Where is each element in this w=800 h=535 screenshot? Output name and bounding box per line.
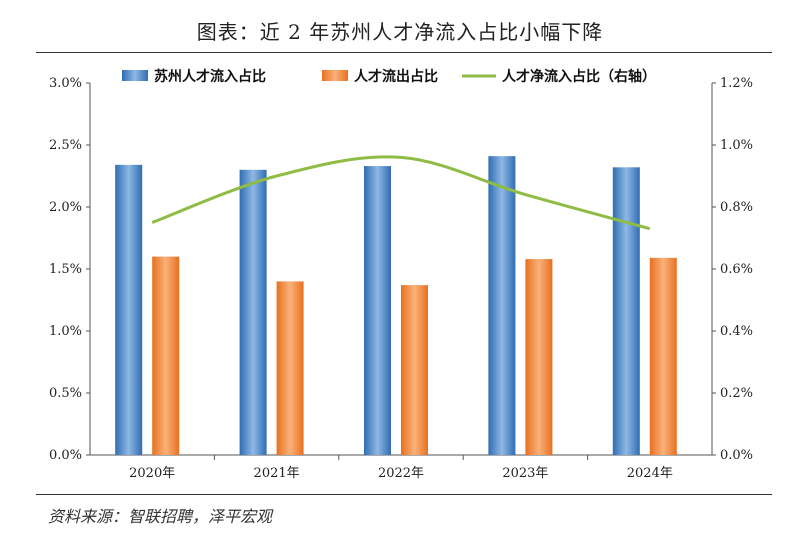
chart-title: 图表：近 2 年苏州人才净流入占比小幅下降: [196, 20, 604, 44]
x-tick-label: 2023年: [502, 466, 548, 481]
right-tick-label: 0.6%: [720, 262, 753, 277]
left-tick-label: 1.0%: [49, 324, 82, 339]
legend-net-label: 人才净流入占比（右轴）: [502, 68, 656, 85]
right-tick-label: 1.0%: [720, 138, 753, 153]
left-tick-label: 0.0%: [49, 448, 82, 463]
legend: 苏州人才流入占比 人才流出占比 人才净流入占比（右轴）: [122, 68, 656, 85]
left-tick-label: 1.5%: [49, 262, 82, 277]
source-divider: [36, 494, 772, 495]
inflow-bar: [364, 166, 391, 455]
right-tick-label: 0.0%: [720, 448, 753, 463]
right-tick-label: 1.2%: [720, 76, 753, 91]
outflow-bar: [525, 259, 553, 455]
legend-outflow-swatch: [322, 70, 348, 81]
inflow-bar: [115, 164, 143, 455]
inflow-bar: [239, 169, 267, 456]
right-tick-label: 0.4%: [720, 324, 753, 339]
inflow-bar: [488, 156, 516, 455]
left-tick-label: 0.5%: [49, 386, 82, 401]
left-tick-label: 3.0%: [49, 76, 82, 91]
x-tick-label: 2020年: [129, 466, 175, 481]
left-tick-label: 2.0%: [49, 200, 82, 215]
left-tick-label: 2.5%: [49, 138, 82, 153]
net-inflow-line: [151, 155, 651, 231]
right-tick-label: 0.8%: [720, 200, 753, 215]
x-tick-label: 2022年: [378, 466, 424, 481]
title-divider: [36, 52, 772, 53]
outflow-bar: [276, 281, 304, 455]
legend-inflow-swatch: [122, 70, 148, 81]
legend-inflow-label: 苏州人才流入占比: [154, 68, 266, 85]
x-tick-label: 2024年: [627, 466, 673, 481]
plot-area: 0.0% 0.5% 1.0% 1.5% 2.0% 2.5% 3.0% 0.0% 0.2% 0.4%…: [49, 76, 753, 481]
outflow-bar: [401, 285, 428, 455]
outflow-bar: [152, 256, 180, 455]
x-tick-label: 2021年: [254, 466, 300, 481]
right-tick-label: 0.2%: [720, 386, 753, 401]
source-note: 资料来源：智联招聘，泽平宏观: [48, 507, 273, 526]
outflow-bar: [649, 257, 677, 455]
inflow-bar: [612, 167, 640, 455]
legend-outflow-label: 人才流出占比: [354, 68, 438, 85]
